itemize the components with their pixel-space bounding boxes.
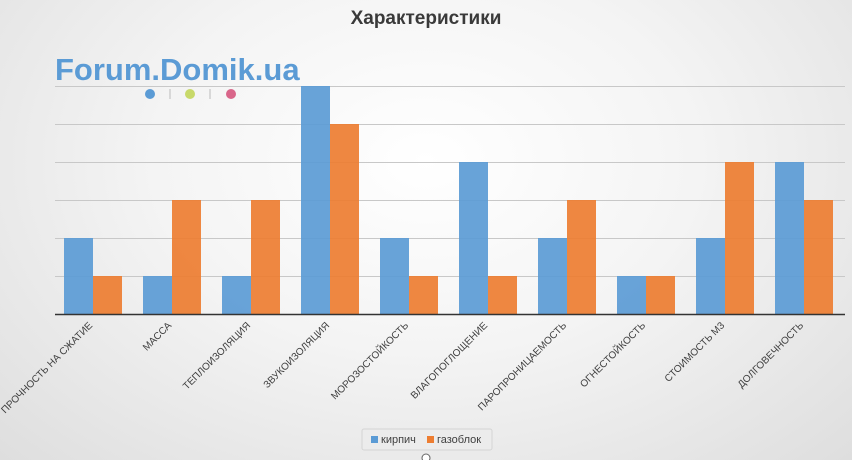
bar-kirpich-10: [775, 162, 804, 314]
bar-kirpich-2: [143, 276, 172, 314]
x-tick-label: ТЕПЛОИЗОЛЯЦИЯ: [181, 320, 253, 392]
x-tick-label: ПРОЧНОСТЬ НА СЖАТИЕ: [0, 320, 95, 416]
x-tick-label: СТОИМОСТЬ М3: [663, 320, 728, 385]
legend-label-gazoblok: газоблок: [437, 434, 481, 446]
watermark-dot-blue: [145, 89, 155, 99]
bar-gazoblok-8: [646, 276, 675, 314]
x-tick-label: МОРОЗОСТОЙКОСТЬ: [328, 319, 411, 402]
bars: [64, 86, 833, 314]
bar-gazoblok-6: [488, 276, 517, 314]
bar-gazoblok-4: [330, 124, 359, 314]
x-tick-label: ОГНЕСТОЙКОСТЬ: [577, 319, 648, 390]
bar-gazoblok-2: [172, 200, 201, 314]
watermark: Forum.Domik.ua: [55, 52, 300, 87]
watermark-dots: [145, 89, 236, 99]
x-tick-label: ВЛАГОПОГЛОЩЕНИЕ: [409, 320, 490, 401]
bar-gazoblok-10: [804, 200, 833, 314]
legend-swatch-gazoblok: [427, 436, 434, 443]
bar-gazoblok-1: [93, 276, 122, 314]
watermark-dot-green: [185, 89, 195, 99]
resize-handle[interactable]: [421, 453, 431, 460]
legend-label-kirpich: кирпич: [381, 434, 416, 446]
bar-kirpich-5: [380, 238, 409, 314]
bar-gazoblok-7: [567, 200, 596, 314]
x-tick-label: ДОЛГОВЕЧНОСТЬ: [736, 320, 806, 390]
bar-kirpich-7: [538, 238, 567, 314]
bar-gazoblok-5: [409, 276, 438, 314]
bar-kirpich-4: [301, 86, 330, 314]
bar-kirpich-9: [696, 238, 725, 314]
bar-kirpich-8: [617, 276, 646, 314]
chart-title: Характеристики: [351, 8, 502, 29]
bar-gazoblok-3: [251, 200, 280, 314]
watermark-dot-pink: [226, 89, 236, 99]
bar-kirpich-3: [222, 276, 251, 314]
legend-swatch-kirpich: [371, 436, 378, 443]
x-tick-label: ПАРОПРОНИЦАЕМОСТЬ: [476, 320, 569, 413]
bar-kirpich-6: [459, 162, 488, 314]
x-tick-label: МАССА: [141, 320, 174, 353]
legend: кирпич газоблок: [361, 428, 493, 451]
bar-kirpich-1: [64, 238, 93, 314]
x-tick-labels: ПРОЧНОСТЬ НА СЖАТИЕ МАССА ТЕПЛОИЗОЛЯЦИЯ ЗВУ…: [0, 319, 806, 416]
bar-gazoblok-9: [725, 162, 754, 314]
x-tick-label: ЗВУКОИЗОЛЯЦИЯ: [262, 320, 332, 390]
